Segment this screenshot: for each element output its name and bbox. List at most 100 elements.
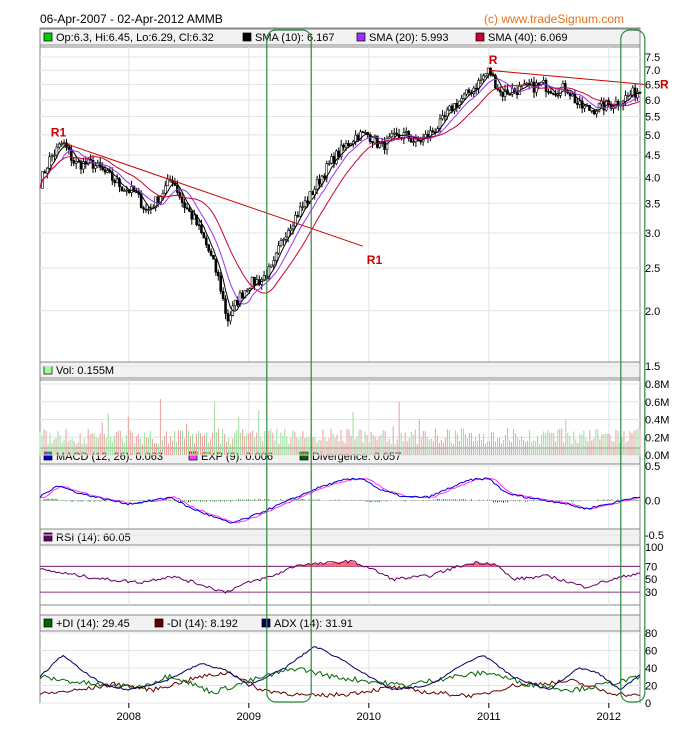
candle-body	[318, 178, 321, 185]
candle-body	[323, 175, 326, 179]
x-tick-label: 2009	[237, 711, 261, 723]
candle-body	[626, 95, 630, 97]
legend-label: SMA (40): 6.069	[488, 32, 568, 44]
candle-body	[60, 143, 63, 145]
source-credit: (c) www.tradeSignum.com	[484, 12, 625, 26]
candle-body	[571, 93, 574, 97]
candle-body	[378, 143, 382, 148]
candle-body	[327, 162, 331, 165]
highlight-box	[266, 29, 312, 703]
legend-swatch	[242, 32, 252, 42]
candle-body	[57, 143, 61, 148]
candle-body	[130, 185, 133, 193]
candle-body	[342, 144, 345, 148]
candle-body	[233, 299, 237, 307]
candle-body	[106, 170, 109, 173]
y-tick-label: 7.0	[645, 65, 660, 77]
rsi-overbought-fill	[293, 561, 498, 567]
candle-body	[347, 143, 350, 147]
candle-body	[272, 260, 276, 266]
candle-body	[561, 83, 565, 89]
legend-swatch	[43, 532, 53, 542]
candle-body	[590, 110, 594, 112]
candle-body	[489, 67, 492, 76]
legend-swatch	[43, 618, 53, 628]
candle-body	[248, 288, 251, 291]
legend-label: Vol: 0.155M	[56, 365, 114, 377]
candle-body	[103, 169, 107, 173]
candle-body	[390, 133, 394, 138]
candle-body	[118, 178, 121, 188]
candle-body	[443, 115, 447, 117]
candle-body	[633, 87, 637, 98]
candle-body	[185, 207, 189, 210]
candle-body	[180, 197, 184, 203]
candle-body	[364, 132, 367, 134]
legend: +DI (14): 29.45 -DI (14): 8.192 ADX (14): …	[43, 618, 353, 630]
candle-body	[547, 91, 550, 93]
legend-swatch	[43, 365, 53, 375]
y-tick-label: 2.5	[645, 263, 660, 275]
candle-body	[580, 100, 584, 109]
candle-body	[282, 239, 285, 241]
trendline	[488, 69, 645, 85]
candle-body	[214, 258, 218, 273]
candle-body	[188, 208, 191, 212]
candle-body	[236, 299, 239, 306]
candle-body	[123, 190, 126, 192]
y-tick-label: 5.0	[645, 130, 660, 142]
sma-40-line	[39, 84, 641, 294]
y-tick-label: 0.8M	[645, 379, 669, 391]
candle-body	[176, 185, 179, 193]
candle-body	[556, 94, 560, 97]
legend-label: +DI (14): 29.45	[56, 618, 130, 630]
candle-body	[89, 158, 92, 161]
candle-body	[631, 87, 635, 96]
adx-line	[39, 646, 641, 691]
candle-body	[113, 180, 116, 184]
dmi-axis: 80 60 40 20 0	[40, 628, 657, 710]
candle-body	[356, 134, 360, 141]
candle-body	[383, 141, 386, 150]
candle-body	[229, 315, 232, 322]
candle-body	[573, 93, 577, 104]
candle-body	[465, 89, 468, 95]
candle-body	[192, 214, 196, 220]
y-tick-label: 7.5	[645, 52, 660, 64]
candle-body	[583, 105, 586, 109]
candle-body	[241, 292, 244, 299]
candle-body	[484, 73, 488, 77]
candle-body	[115, 178, 119, 184]
divergence-bars	[39, 498, 641, 503]
legend-label: SMA (10): 6.167	[255, 32, 335, 44]
candle-body	[77, 161, 80, 163]
x-tick-label: 2011	[477, 711, 501, 723]
trendline-label: R1	[51, 126, 67, 140]
candle-body	[600, 101, 603, 105]
candle-body	[183, 202, 186, 209]
trendline-label: R	[660, 77, 669, 91]
candle-body	[595, 110, 598, 115]
candle-body	[286, 230, 290, 238]
candle-body	[70, 149, 73, 161]
candle-body	[190, 210, 194, 220]
candle-body	[371, 141, 374, 144]
candle-body	[395, 132, 398, 135]
legend-label: ADX (14): 31.91	[274, 618, 353, 630]
candle-body	[245, 289, 249, 292]
legend-bar	[39, 28, 641, 46]
candle-body	[542, 80, 545, 83]
candle-body	[197, 224, 201, 227]
candle-body	[462, 93, 466, 99]
candle-body	[200, 224, 203, 234]
candle-body	[224, 298, 227, 314]
candle-body	[549, 91, 553, 94]
candle-body	[624, 95, 627, 102]
y-tick-label: 0.6M	[645, 397, 669, 409]
y-tick-label: 20	[645, 681, 657, 693]
candle-body	[156, 196, 160, 205]
candle-body	[448, 105, 451, 111]
y-tick-label: 40	[645, 663, 657, 675]
candle-body	[207, 244, 210, 252]
x-tick-label: 2010	[357, 711, 381, 723]
